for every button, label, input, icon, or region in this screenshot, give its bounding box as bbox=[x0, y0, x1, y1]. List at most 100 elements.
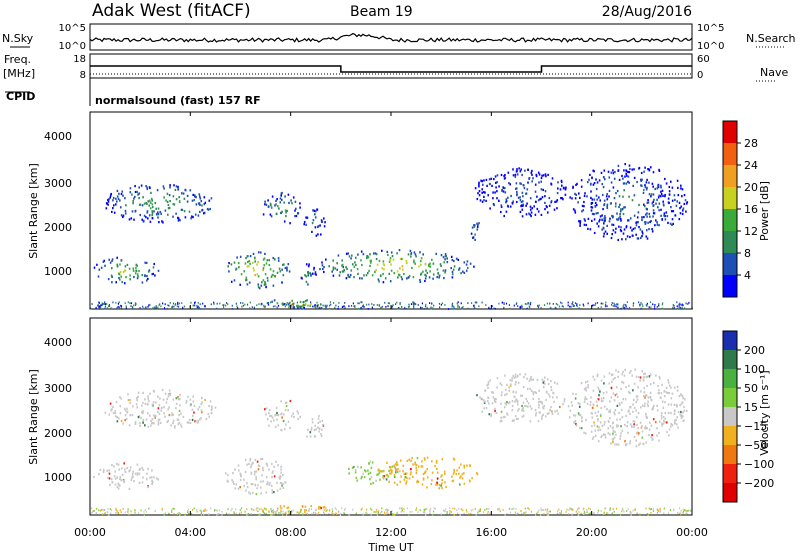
scatter-cell bbox=[474, 224, 476, 227]
colorbar-tick-label: −100 bbox=[744, 458, 774, 471]
ground-scatter-cell bbox=[489, 512, 491, 515]
scatter-cell bbox=[314, 271, 317, 274]
scatter-cell bbox=[315, 234, 318, 237]
scatter-cell bbox=[251, 483, 254, 486]
scatter-cell bbox=[151, 403, 154, 406]
ground-scatter-cell bbox=[650, 511, 652, 514]
scatter-cell bbox=[516, 194, 518, 197]
ground-scatter-cell bbox=[281, 507, 283, 510]
ground-scatter-cell bbox=[366, 512, 368, 515]
scatter-cell bbox=[130, 478, 133, 481]
ground-scatter-cell bbox=[125, 305, 127, 308]
scatter-cell bbox=[496, 377, 499, 380]
scatter-cell bbox=[633, 398, 635, 402]
scatter-cell bbox=[441, 482, 443, 485]
scatter-cell bbox=[509, 384, 512, 387]
scatter-cell bbox=[276, 418, 278, 421]
scatter-cell bbox=[413, 261, 415, 264]
ground-scatter-cell bbox=[401, 509, 403, 512]
scatter-cell bbox=[305, 280, 308, 283]
ground-scatter-cell bbox=[528, 305, 530, 308]
scatter-cell bbox=[304, 300, 307, 303]
scatter-cell bbox=[536, 378, 539, 382]
ground-scatter-cell bbox=[326, 509, 328, 512]
scatter-cell bbox=[622, 398, 624, 401]
scatter-cell bbox=[642, 442, 644, 445]
ground-scatter-cell bbox=[360, 306, 363, 309]
scatter-cell bbox=[515, 187, 518, 190]
scatter-cell bbox=[530, 211, 533, 214]
scatter-cell bbox=[585, 418, 587, 421]
scatter-cell bbox=[598, 394, 600, 397]
scatter-cell bbox=[116, 195, 119, 198]
scatter-cell bbox=[390, 472, 392, 475]
scatter-cell bbox=[394, 466, 396, 469]
power-colorbar-label: Power [dB] bbox=[758, 181, 771, 241]
scatter-cell bbox=[488, 178, 491, 181]
scatter-cell bbox=[314, 213, 316, 216]
ground-scatter-cell bbox=[154, 510, 156, 512]
scatter-cell bbox=[253, 473, 256, 476]
scatter-cell bbox=[323, 270, 325, 274]
scatter-cell bbox=[593, 213, 595, 216]
ground-scatter-cell bbox=[656, 511, 659, 514]
scatter-cell bbox=[349, 273, 352, 277]
scatter-cell bbox=[554, 381, 556, 384]
scatter-cell bbox=[415, 469, 418, 472]
scatter-cell bbox=[105, 207, 108, 210]
scatter-cell bbox=[632, 403, 634, 406]
scatter-cell bbox=[657, 206, 659, 209]
scatter-cell bbox=[379, 478, 381, 481]
scatter-cell bbox=[299, 206, 301, 209]
scatter-cell bbox=[279, 511, 282, 515]
ground-scatter-cell bbox=[343, 305, 345, 308]
scatter-cell bbox=[265, 286, 267, 289]
scatter-cell bbox=[266, 464, 269, 467]
scatter-cell bbox=[124, 197, 126, 200]
scatter-cell bbox=[409, 473, 412, 476]
scatter-cell bbox=[595, 178, 597, 181]
scatter-cell bbox=[619, 437, 621, 440]
scatter-cell bbox=[200, 396, 203, 399]
scatter-cell bbox=[600, 379, 603, 382]
ground-scatter-cell bbox=[450, 511, 452, 513]
scatter-cell bbox=[136, 273, 139, 276]
scatter-cell bbox=[227, 265, 229, 268]
scatter-cell bbox=[322, 267, 324, 271]
ground-scatter-cell bbox=[385, 306, 387, 308]
scatter-cell bbox=[199, 197, 202, 200]
scatter-cell bbox=[168, 393, 170, 396]
freq-left-tick-top: 18 bbox=[73, 54, 86, 65]
ground-scatter-cell bbox=[148, 507, 150, 510]
scatter-cell bbox=[514, 373, 517, 376]
scatter-cell bbox=[374, 252, 377, 255]
scatter-cell bbox=[142, 468, 145, 471]
scatter-cell bbox=[259, 486, 262, 489]
scatter-cell bbox=[493, 398, 496, 401]
ground-scatter-cell bbox=[104, 512, 106, 514]
scatter-cell bbox=[531, 173, 533, 176]
scatter-cell bbox=[355, 476, 358, 479]
scatter-cell bbox=[177, 217, 180, 220]
scatter-cell bbox=[597, 398, 600, 401]
scatter-cell bbox=[428, 263, 430, 266]
scatter-cell bbox=[122, 271, 125, 274]
scatter-cell bbox=[383, 470, 385, 473]
scatter-cell bbox=[147, 397, 149, 400]
scatter-cell bbox=[422, 253, 424, 256]
scatter-cell bbox=[451, 475, 453, 478]
scatter-cell bbox=[378, 259, 381, 262]
scatter-cell bbox=[163, 196, 165, 199]
scatter-cell bbox=[378, 468, 380, 471]
ground-scatter-cell bbox=[505, 302, 508, 305]
scatter-cell bbox=[504, 402, 507, 405]
ground-scatter-cell bbox=[305, 509, 307, 512]
scatter-cell bbox=[522, 184, 525, 187]
scatter-cell bbox=[483, 191, 485, 194]
colorbar-swatch bbox=[723, 187, 737, 209]
ground-scatter-cell bbox=[413, 301, 415, 304]
scatter-cell bbox=[351, 466, 354, 469]
scatter-cell bbox=[284, 481, 287, 484]
ground-scatter-cell bbox=[546, 512, 548, 515]
ground-scatter-cell bbox=[501, 301, 503, 304]
